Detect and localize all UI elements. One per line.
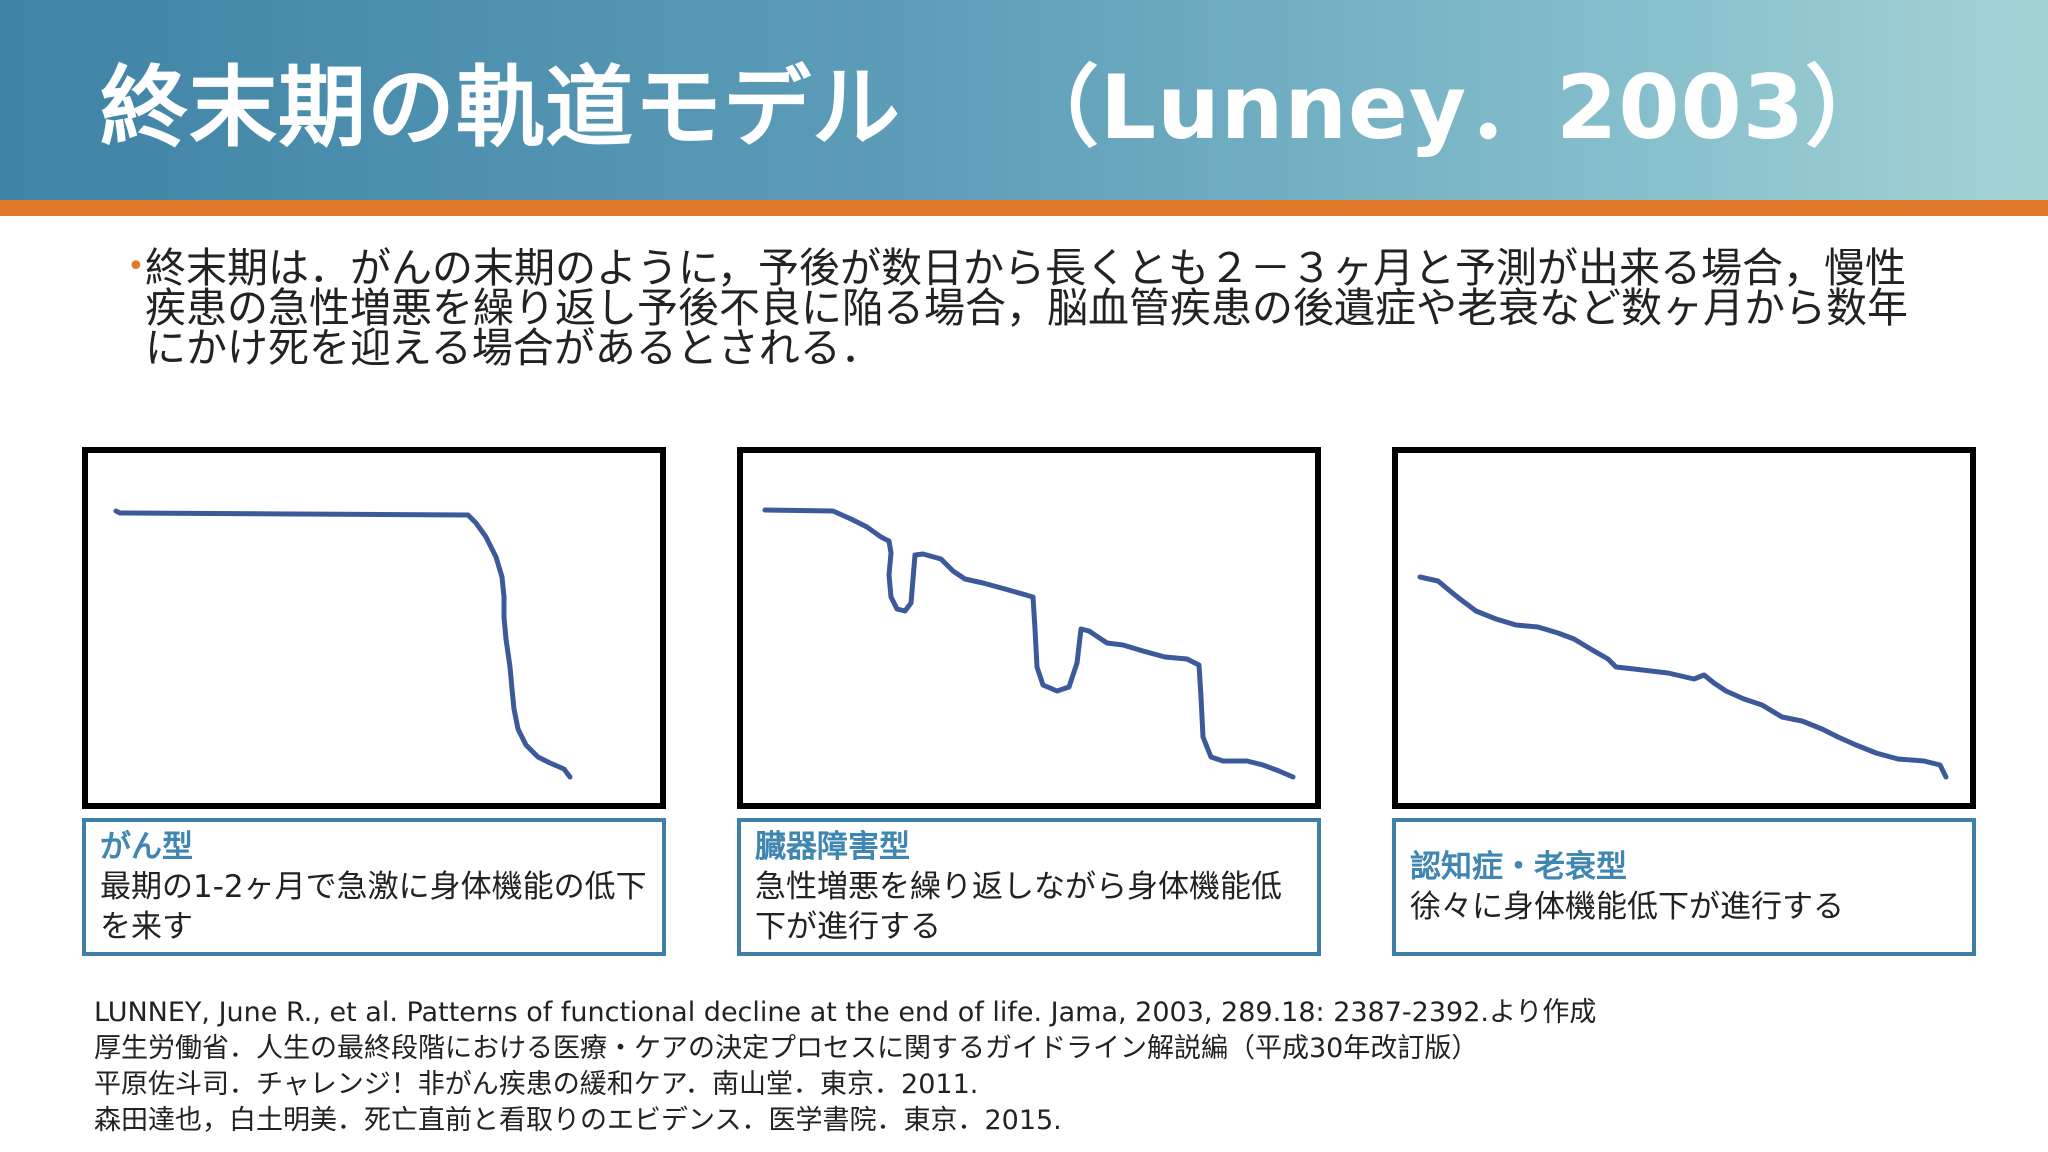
trajectory-panel-organ-failure	[737, 447, 1321, 809]
bullet-text: 終末期は．がんの末期のように，予後が数日から長くとも２－３ヶ月と予測が出来る場合…	[145, 244, 1908, 372]
trajectory-curve-organ-failure	[762, 507, 1296, 780]
trajectory-graph-organ-failure	[762, 507, 1296, 780]
trajectory-curve-cancer	[113, 508, 573, 780]
caption-title-dementia: 認知症・老衰型	[1410, 849, 1627, 885]
caption-description-dementia: 徐々に身体機能低下が進行する	[1410, 889, 1844, 925]
title-banner: 終末期の軌道モデル （Lunney．2003）	[0, 0, 2048, 200]
reference-item: LUNNEY, June R., et al. Patterns of func…	[94, 997, 1597, 1028]
bullet-point: • 終末期は．がんの末期のように，予後が数日から長くとも２－３ヶ月と予測が出来る…	[127, 248, 1945, 369]
reference-item: 平原佐斗司．チャレンジ！非がん疾患の緩和ケア．南山堂．東京．2011.	[94, 1069, 979, 1100]
caption-description-cancer: 最期の1-2ヶ月で急激に身体機能の低下を来す	[100, 869, 647, 945]
caption-title-cancer: がん型	[100, 829, 193, 865]
trajectory-panel-cancer	[82, 447, 666, 809]
slide-title-main: 終末期の軌道モデル	[100, 55, 902, 159]
reference-item: 厚生労働省．人生の最終段階における医療・ケアの決定プロセスに関するガイドライン解…	[94, 1033, 1479, 1064]
trajectory-graph-dementia	[1417, 574, 1949, 780]
caption-title-organ-failure: 臓器障害型	[755, 829, 910, 865]
reference-item: 森田達也，白土明美．死亡直前と看取りのエビデンス．医学書院．東京．2015.	[94, 1105, 1062, 1136]
accent-divider	[0, 200, 2048, 216]
references: LUNNEY, June R., et al. Patterns of func…	[94, 995, 1994, 1139]
trajectory-curve-dementia	[1417, 574, 1949, 780]
trajectory-graph-cancer	[113, 508, 573, 780]
slide-title: 終末期の軌道モデル （Lunney．2003）	[100, 40, 1894, 160]
caption-dementia: 認知症・老衰型 徐々に身体機能低下が進行する	[1392, 818, 1976, 956]
trajectory-panel-dementia	[1392, 447, 1976, 809]
slide-title-citation: （Lunney．2003）	[1011, 55, 1895, 159]
caption-cancer: がん型 最期の1-2ヶ月で急激に身体機能の低下を来す	[82, 818, 666, 956]
caption-organ-failure: 臓器障害型 急性増悪を繰り返しながら身体機能低下が進行する	[737, 818, 1321, 956]
caption-description-organ-failure: 急性増悪を繰り返しながら身体機能低下が進行する	[755, 869, 1282, 945]
bullet-dot-icon: •	[127, 249, 145, 284]
